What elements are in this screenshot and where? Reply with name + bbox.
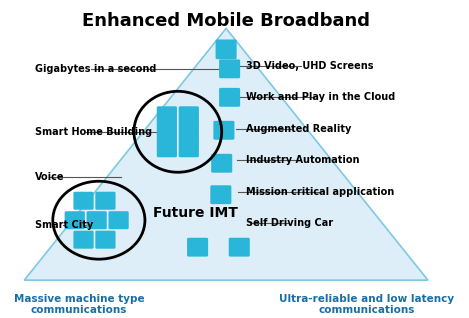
Text: Work and Play in the Cloud: Work and Play in the Cloud (246, 92, 395, 102)
FancyBboxPatch shape (65, 211, 85, 229)
Text: Ultra-reliable and low latency
communications: Ultra-reliable and low latency communica… (279, 294, 454, 315)
Text: Enhanced Mobile Broadband: Enhanced Mobile Broadband (82, 12, 370, 30)
FancyBboxPatch shape (157, 139, 177, 157)
FancyBboxPatch shape (229, 238, 250, 257)
Text: Future IMT: Future IMT (153, 206, 238, 220)
Text: 3D Video, UHD Screens: 3D Video, UHD Screens (246, 61, 373, 71)
FancyBboxPatch shape (213, 121, 234, 140)
FancyBboxPatch shape (179, 106, 199, 124)
FancyBboxPatch shape (74, 192, 94, 210)
Text: Gigabytes in a second: Gigabytes in a second (35, 64, 157, 74)
Text: Augmented Reality: Augmented Reality (246, 124, 351, 134)
FancyBboxPatch shape (95, 231, 115, 249)
FancyBboxPatch shape (87, 211, 107, 229)
FancyBboxPatch shape (187, 238, 208, 257)
FancyBboxPatch shape (157, 123, 177, 141)
Text: Voice: Voice (35, 172, 65, 182)
FancyBboxPatch shape (74, 231, 94, 249)
FancyBboxPatch shape (216, 39, 237, 59)
Text: Mission critical application: Mission critical application (246, 187, 394, 197)
FancyBboxPatch shape (95, 192, 115, 210)
Text: Smart City: Smart City (35, 220, 93, 230)
Text: Industry Automation: Industry Automation (246, 155, 359, 165)
FancyBboxPatch shape (219, 88, 240, 107)
Text: Massive machine type
communications: Massive machine type communications (14, 294, 144, 315)
FancyBboxPatch shape (210, 185, 231, 204)
FancyBboxPatch shape (108, 211, 129, 229)
Text: Self Driving Car: Self Driving Car (246, 218, 333, 228)
FancyBboxPatch shape (211, 154, 232, 173)
FancyBboxPatch shape (219, 59, 240, 78)
Polygon shape (24, 28, 428, 280)
Text: Smart Home Building: Smart Home Building (35, 127, 152, 137)
FancyBboxPatch shape (179, 123, 199, 141)
FancyBboxPatch shape (179, 139, 199, 157)
FancyBboxPatch shape (157, 106, 177, 124)
